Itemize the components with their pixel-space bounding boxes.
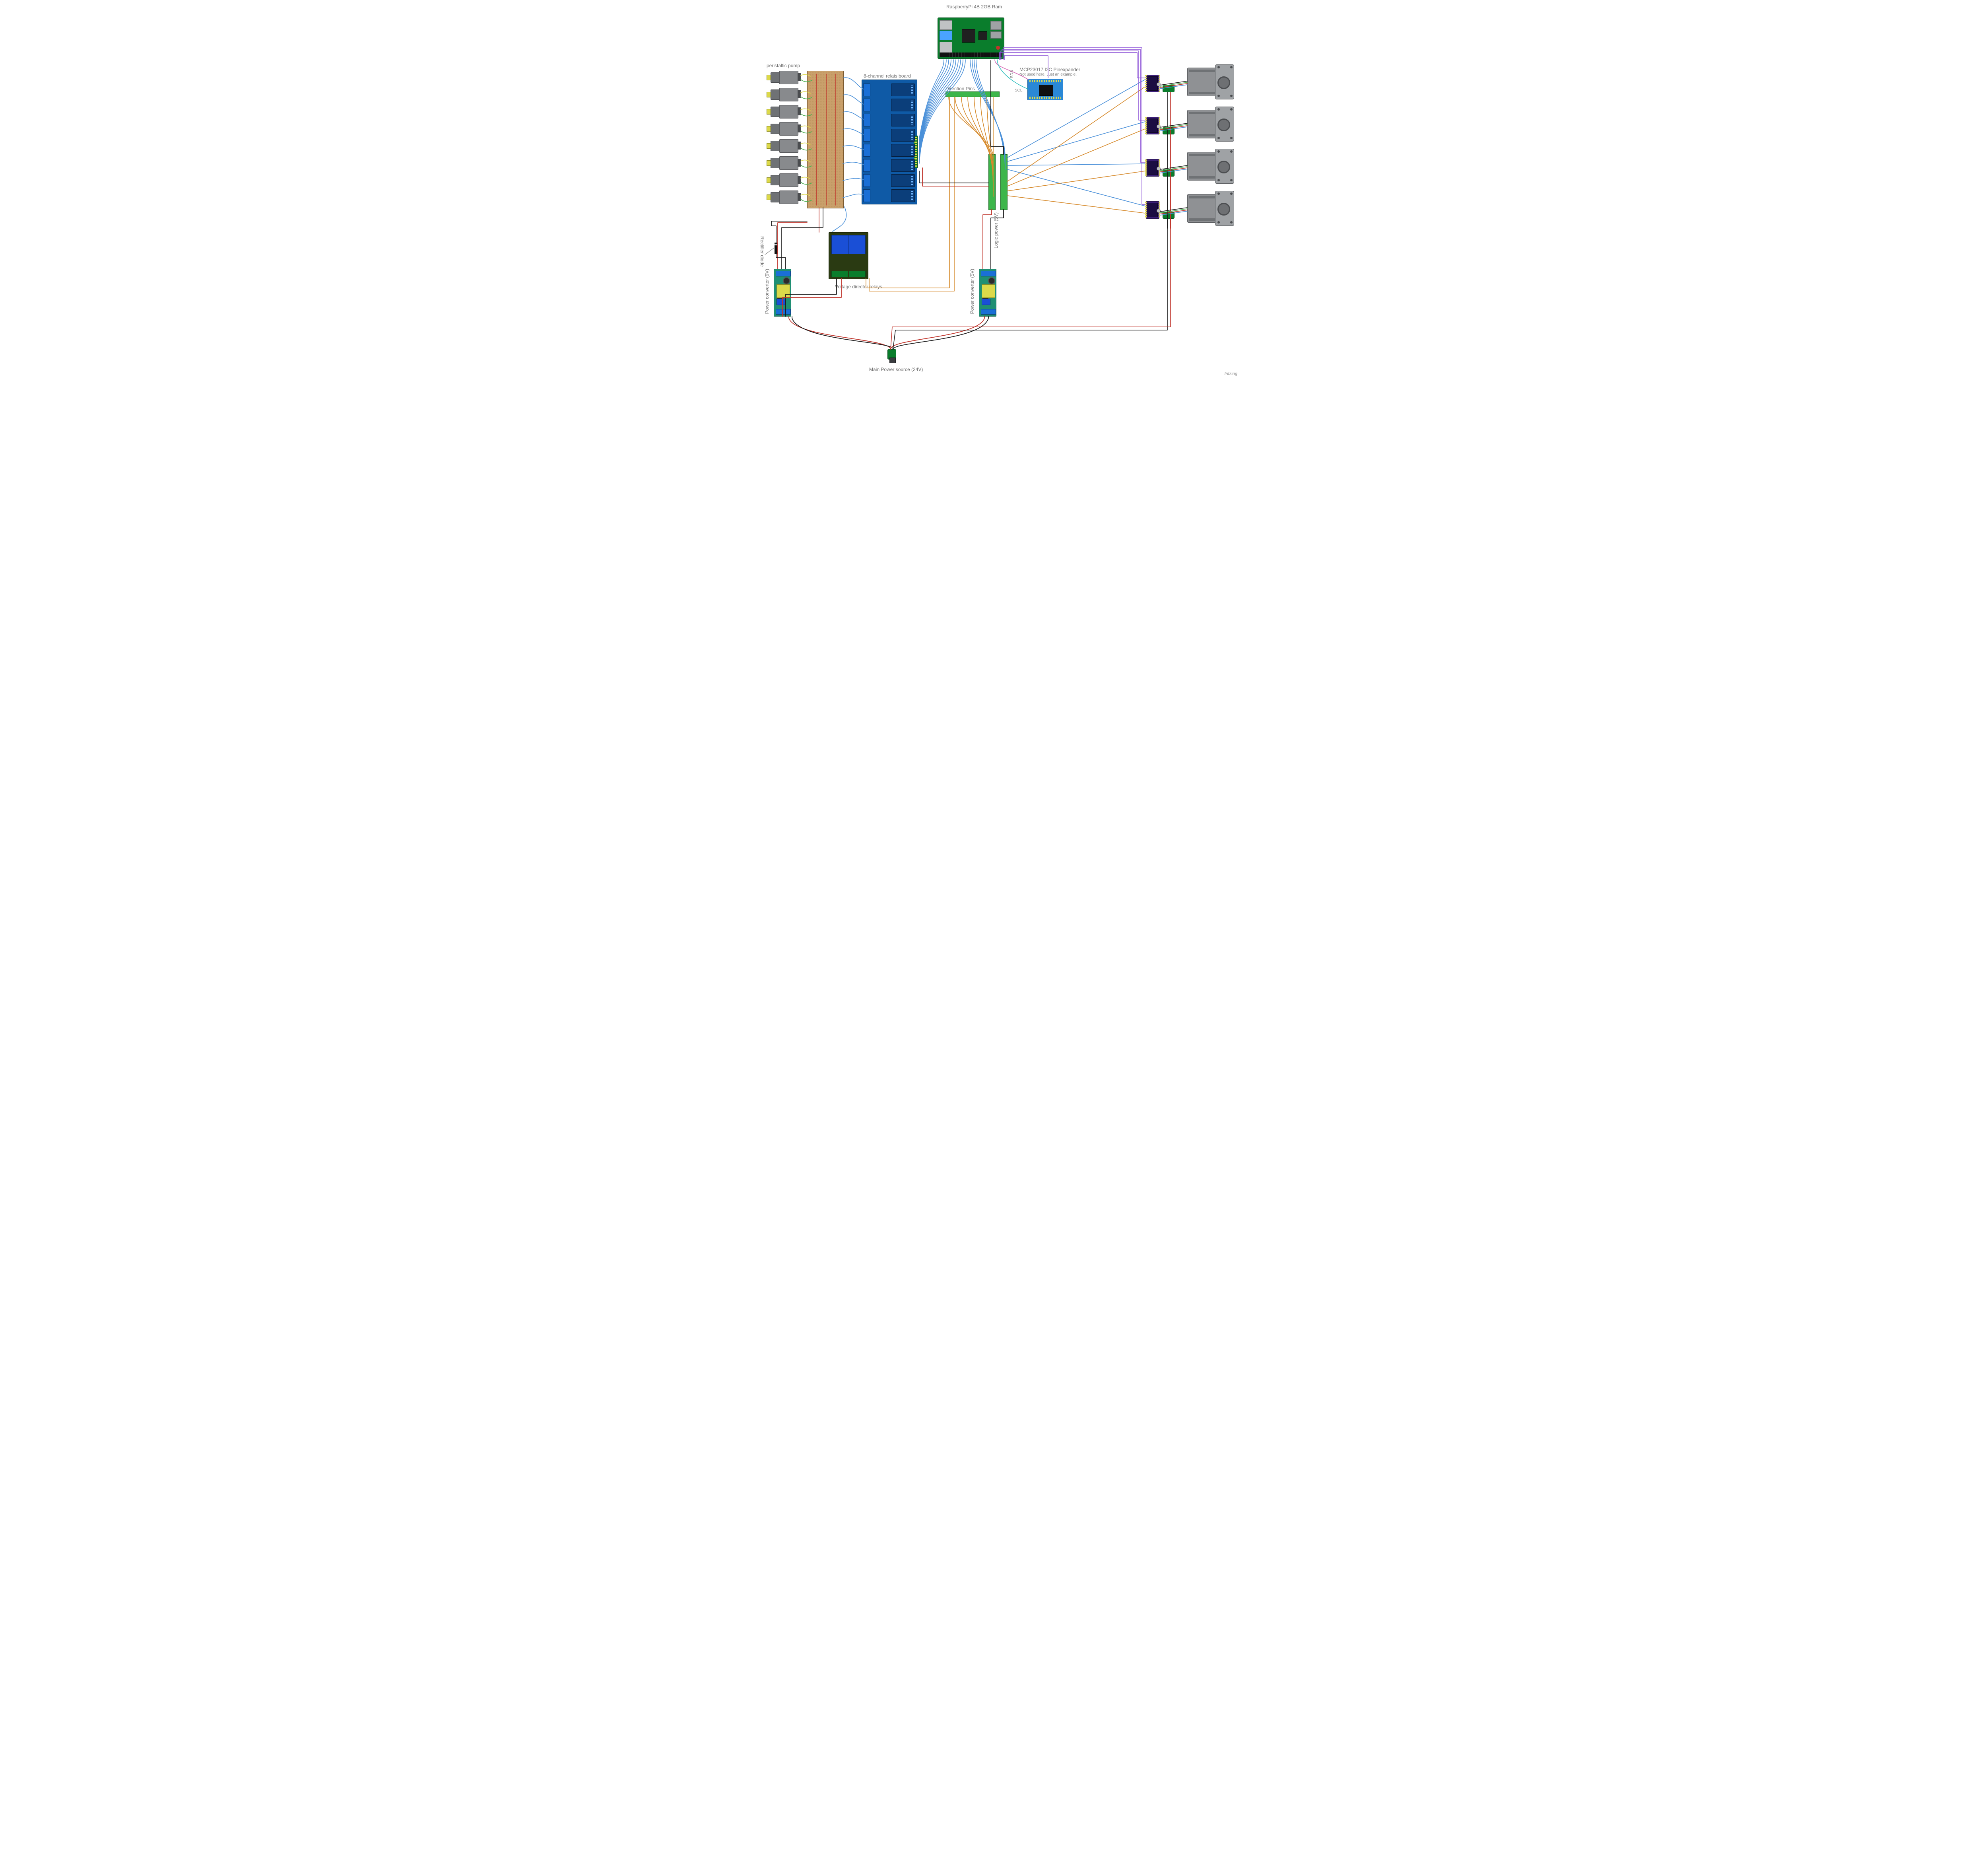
driver-terminal-4 — [1163, 212, 1175, 219]
stepper-driver-2 — [1146, 117, 1159, 134]
stepper-driver-4 — [1146, 201, 1159, 219]
label-mcp-sub: Not used here. Just an example. — [1019, 72, 1077, 77]
driver-terminal-3 — [1163, 169, 1175, 177]
label-buck9: Power converter (9V) — [764, 269, 770, 314]
label-diode: Rectifier diode — [759, 236, 765, 267]
label-vdir: Voltage director relays — [835, 284, 882, 290]
direction-pins-strip — [945, 91, 1000, 97]
label-sda: SDA — [1010, 70, 1014, 78]
buck-converter-9v — [774, 269, 791, 317]
rectifier-diode — [775, 243, 778, 254]
raspberry-pi — [938, 17, 1004, 59]
terminal-block-left — [988, 154, 996, 210]
label-relay8: 8-channel relais board — [864, 73, 911, 79]
mcp23017-breakout — [1027, 79, 1063, 100]
fritzing-breadboard-view: RaspberryPi 4B 2GB Ram peristaltic pump … — [747, 0, 1241, 379]
label-dirpins: Direction Pins — [945, 86, 975, 91]
power-source-jack — [887, 349, 896, 360]
driver-terminal-1 — [1163, 85, 1175, 92]
relay-module-2ch — [829, 232, 868, 279]
stepper-driver-1 — [1146, 75, 1159, 92]
stepper-4 — [1187, 191, 1234, 225]
rpi-gpio-header — [940, 52, 1002, 57]
stepper-3 — [1187, 149, 1234, 183]
perfboard — [807, 71, 844, 208]
label-mcp-title: MCP23017 I2C Pinexpander — [1019, 67, 1080, 72]
relay8-relays — [862, 80, 917, 204]
stepper-2 — [1187, 107, 1234, 141]
label-pump: peristaltic pump — [767, 63, 800, 68]
label-scl: SCL — [1015, 88, 1022, 93]
label-mains: Main Power source (24V) — [869, 367, 923, 372]
driver-terminal-2 — [1163, 127, 1175, 134]
label-buck5: Power converter (5V) — [969, 269, 975, 314]
label-logic5v: Logic power (5V) — [993, 212, 999, 249]
credit-fritzing: fritzing — [1225, 371, 1237, 376]
label-rpi: RaspberryPi 4B 2GB Ram — [946, 4, 1002, 10]
terminal-block-right — [1000, 154, 1008, 210]
buck-converter-5v — [979, 269, 996, 317]
stepper-1 — [1187, 64, 1234, 99]
stepper-driver-3 — [1146, 159, 1159, 177]
